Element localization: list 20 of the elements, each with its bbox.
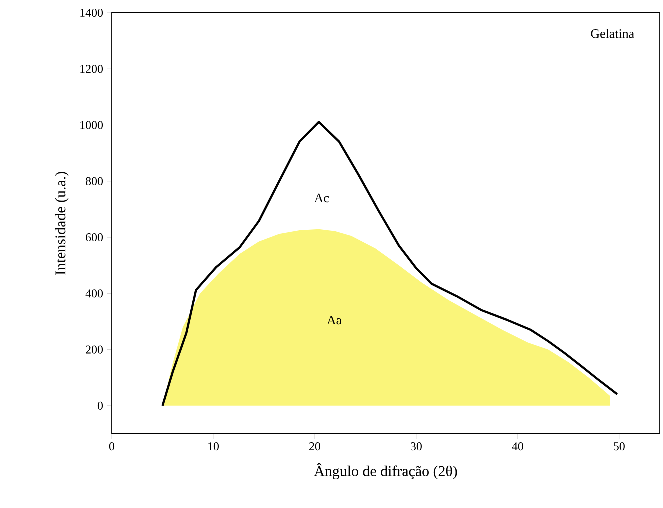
x-tick-label: 20 bbox=[310, 442, 320, 451]
x-axis-title: Ângulo de difração (2θ) bbox=[314, 463, 458, 480]
y-tick-label: 600 bbox=[86, 233, 104, 242]
x-tick-label: 0 bbox=[109, 442, 115, 451]
line-series bbox=[162, 121, 618, 408]
y-tick-label: 400 bbox=[86, 290, 104, 298]
x-tick-label: 40 bbox=[512, 442, 524, 451]
annotation: Ac bbox=[314, 194, 330, 203]
y-tick-label: 1200 bbox=[80, 65, 104, 74]
y-tick-label: 1000 bbox=[80, 121, 104, 130]
y-tick-label: 1400 bbox=[80, 8, 104, 18]
y-tick-label: 200 bbox=[86, 346, 104, 354]
annotation: Aa bbox=[327, 316, 342, 325]
annotation: Gelatina bbox=[591, 29, 634, 38]
x-tick-label: 50 bbox=[614, 442, 625, 451]
y-tick-label: 800 bbox=[86, 177, 104, 186]
x-tick-label: 30 bbox=[411, 442, 422, 451]
x-tick-label: 10 bbox=[208, 442, 219, 451]
y-tick-label: 0 bbox=[98, 402, 104, 410]
y-axis-title: Intensidade (u.a.) bbox=[55, 172, 69, 276]
